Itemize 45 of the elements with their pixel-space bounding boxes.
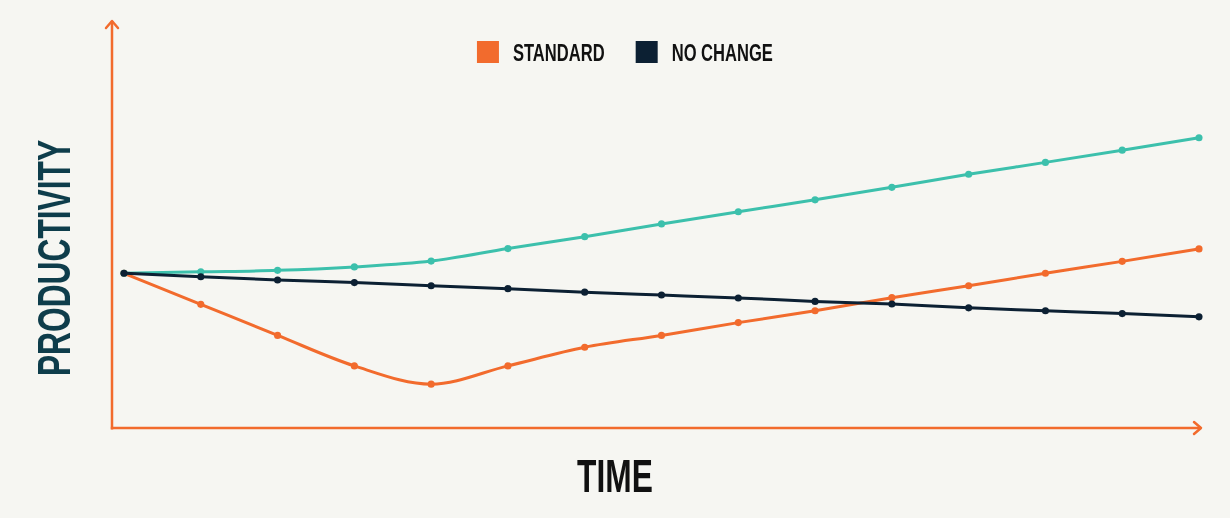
point: [1195, 313, 1203, 321]
point: [581, 233, 589, 241]
point: [274, 276, 282, 284]
point: [197, 300, 205, 308]
legend-label: STANDARD: [512, 38, 605, 66]
point: [734, 319, 742, 327]
point: [1118, 146, 1126, 154]
point: [734, 208, 742, 216]
point: [197, 273, 205, 281]
point: [274, 331, 282, 339]
point: [504, 362, 512, 370]
point: [734, 294, 742, 302]
point: [274, 266, 282, 274]
point: [657, 331, 666, 339]
point: [1041, 307, 1049, 315]
point: [427, 257, 435, 265]
point: [657, 220, 666, 228]
point: [1041, 269, 1049, 277]
x-axis-title: TIME: [577, 450, 653, 502]
point: [350, 279, 358, 287]
point: [811, 297, 819, 305]
point: [965, 282, 973, 290]
point: [504, 245, 512, 253]
point: [1041, 158, 1049, 166]
point: [888, 300, 896, 308]
point: [657, 291, 666, 299]
point: [1118, 310, 1126, 318]
point: [1195, 134, 1203, 142]
point: [504, 285, 512, 293]
point: [581, 343, 589, 351]
legend-label: NO CHANGE: [671, 38, 773, 66]
point: [427, 282, 435, 290]
point: [811, 196, 819, 204]
point: [811, 307, 819, 315]
point: [1118, 257, 1126, 265]
point: [888, 294, 896, 302]
point: [965, 304, 973, 312]
point: [581, 288, 589, 296]
y-axis-title: PRODUCTIVITY: [28, 139, 80, 377]
point: [965, 170, 973, 178]
point: [350, 263, 358, 271]
point: [1195, 245, 1203, 253]
point: [888, 183, 896, 191]
point: [350, 362, 358, 370]
point: [427, 380, 435, 388]
